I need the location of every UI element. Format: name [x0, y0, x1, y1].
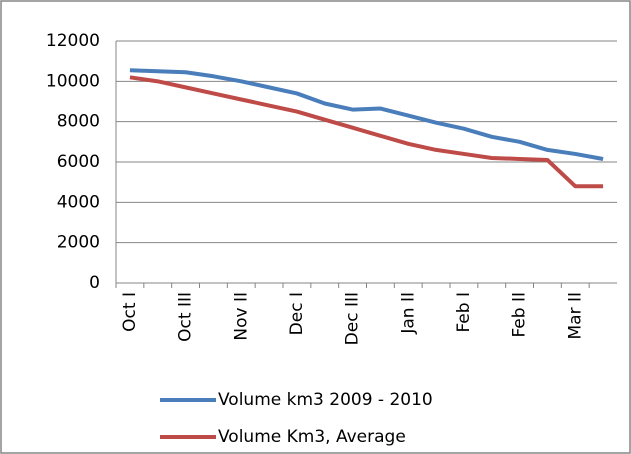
- legend-label: Volume km3 2009 - 2010: [218, 390, 433, 410]
- series-line: [129, 75, 604, 189]
- x-tick-label: Mar II: [565, 292, 585, 340]
- x-tick-label: Oct I: [120, 292, 140, 332]
- y-tick-label: 8000: [57, 112, 100, 132]
- x-tick-label: Nov II: [231, 292, 251, 341]
- legend-label: Volume Km3, Average: [218, 427, 406, 447]
- series-line: [129, 68, 604, 161]
- x-tick-label: Feb I: [454, 292, 474, 333]
- y-tick-label: 6000: [57, 152, 100, 172]
- y-tick-label: 4000: [57, 192, 100, 212]
- y-tick-label: 2000: [57, 233, 100, 253]
- x-tick-label: Oct III: [176, 292, 196, 342]
- x-tick-label: Jan II: [398, 292, 418, 335]
- y-tick-label: 10000: [46, 71, 100, 91]
- y-tick-label: 12000: [46, 31, 100, 51]
- x-tick-label: Feb II: [510, 292, 530, 338]
- x-tick-label: Dec I: [287, 292, 307, 335]
- y-tick-label: 0: [89, 273, 100, 293]
- x-tick-label: Dec III: [343, 292, 363, 345]
